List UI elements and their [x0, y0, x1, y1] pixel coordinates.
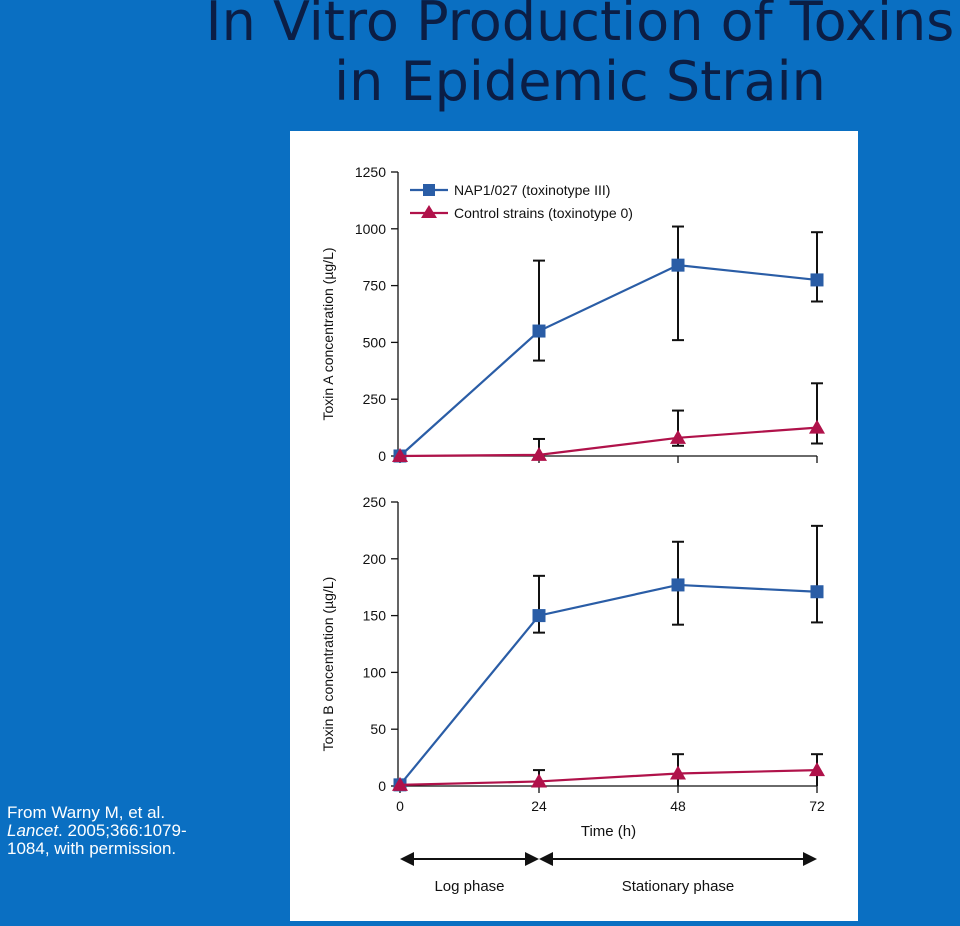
panel1-nap1-point	[532, 324, 546, 338]
panel1-control-point	[392, 448, 408, 462]
panel2-control-series-line	[399, 768, 818, 786]
log-phase-arrowhead-left	[400, 852, 414, 866]
stationary-phase-arrowhead-right	[803, 852, 817, 866]
slide-title: In Vitro Production of Toxins in Epidemi…	[180, 0, 960, 112]
x-tick-label: 0	[396, 798, 404, 814]
panel2-y-tick-label: 0	[378, 778, 386, 794]
panel2-y-tick-label: 150	[363, 608, 387, 624]
panel2-nap1-series-line	[399, 583, 818, 786]
x-axis-label: Time (h)	[581, 823, 636, 840]
panel2-control-point	[531, 773, 547, 788]
panel2-control-point	[392, 776, 408, 791]
panel1-y-tick-label: 500	[363, 334, 387, 350]
panel1-nap1-point	[671, 258, 685, 272]
panel2-control-point	[809, 762, 825, 777]
legend-label: Control strains (toxinotype 0)	[454, 205, 633, 221]
panel2-y-tick-label: 250	[363, 494, 387, 510]
panel1-control-point	[531, 446, 547, 461]
panel1-y-tick-label: 250	[363, 391, 387, 407]
panel2-nap1-point	[671, 578, 685, 592]
citation-journal: Lancet	[7, 821, 59, 840]
legend-label: NAP1/027 (toxinotype III)	[454, 182, 610, 198]
stationary-phase-arrowhead-left	[539, 852, 553, 866]
panel1-y-axis-label: Toxin A concentration (µg/L)	[320, 247, 336, 420]
x-tick-label: 72	[809, 798, 825, 814]
panel1-y-tick-label: 1000	[355, 221, 386, 237]
slide-title-line1: In Vitro Production of Toxins	[205, 0, 955, 53]
panel1-control-series-line	[399, 426, 818, 458]
panel1-control-point	[809, 419, 825, 434]
panel1-nap1-point	[810, 273, 824, 287]
panel2-nap1-point	[532, 609, 546, 623]
panel1-nap1-series-line	[399, 264, 818, 457]
citation-line3: 1084, with permission.	[7, 839, 177, 858]
panel2-control-point	[670, 765, 686, 780]
panel2-y-tick-label: 200	[363, 551, 387, 567]
citation-line2: Lancet. 2005;366:1079-	[7, 822, 187, 840]
stationary-phase-label: Stationary phase	[622, 878, 735, 895]
legend-marker	[421, 205, 437, 218]
x-tick-label: 48	[670, 798, 686, 814]
citation-line1: From Warny M, et al.	[7, 803, 166, 822]
figure-panel: 0 250 500 750 1000 1250 Toxin A concentration …	[290, 131, 858, 921]
panel2-y-tick-label: 100	[363, 664, 387, 680]
panel1-control-point	[670, 429, 686, 444]
panel2-y-tick-label: 50	[370, 721, 386, 737]
panel1-y-tick-label: 0	[378, 448, 386, 464]
log-phase-arrowhead-right	[525, 852, 539, 866]
legend-marker	[423, 184, 435, 196]
slide-title-line2: in Epidemic Strain	[334, 50, 826, 113]
panel2-nap1-point	[810, 585, 824, 599]
citation-line2-rest: . 2005;366:1079-	[58, 821, 187, 840]
log-phase-label: Log phase	[434, 878, 504, 895]
citation: From Warny M, et al. Lancet. 2005;366:10…	[7, 804, 187, 858]
x-tick-label: 24	[531, 798, 547, 814]
panel1-y-tick-label: 750	[363, 278, 387, 294]
panel2-y-axis-label: Toxin B concentration (µg/L)	[320, 577, 336, 752]
panel1-y-tick-label: 1250	[355, 164, 386, 180]
